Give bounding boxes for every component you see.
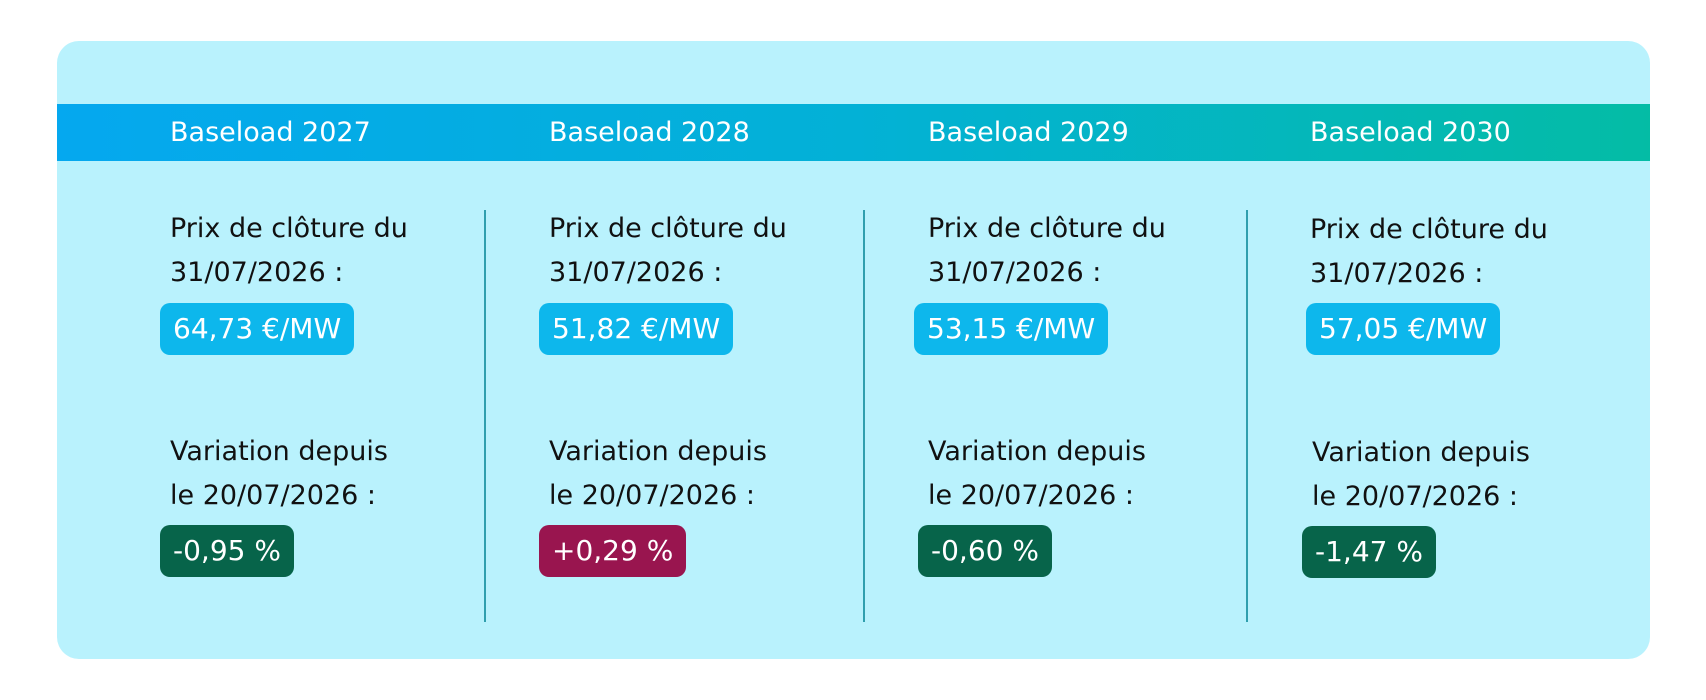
- price-label-line2: 31/07/2026 :: [170, 257, 344, 288]
- price-label-line2: 31/07/2026 :: [549, 257, 723, 288]
- header-band: Baseload 2027 Baseload 2028 Baseload 202…: [57, 104, 1650, 161]
- column-title-2027: Baseload 2027: [170, 117, 371, 148]
- column-divider: [484, 210, 486, 622]
- variation-label-line2: le 20/07/2026 :: [549, 480, 755, 511]
- variation-label-line2: le 20/07/2026 :: [1312, 481, 1518, 512]
- column-title-2029: Baseload 2029: [928, 117, 1129, 148]
- variation-label-line2: le 20/07/2026 :: [928, 480, 1134, 511]
- price-label-line1: Prix de clôture du: [549, 213, 787, 244]
- price-label-line1: Prix de clôture du: [928, 213, 1166, 244]
- column-divider: [1246, 210, 1248, 622]
- price-badge: 64,73 €/MW: [160, 303, 355, 355]
- variation-badge-negative: -0,95 %: [160, 525, 294, 577]
- price-label-line2: 31/07/2026 :: [1310, 258, 1484, 289]
- column-divider: [863, 210, 865, 622]
- variation-label-line1: Variation depuis: [170, 436, 388, 467]
- variation-badge-negative: -0,60 %: [918, 525, 1052, 577]
- price-label-line1: Prix de clôture du: [1310, 214, 1548, 245]
- price-badge: 57,05 €/MW: [1306, 303, 1501, 355]
- variation-badge-negative: -1,47 %: [1302, 526, 1436, 578]
- variation-label-line1: Variation depuis: [928, 436, 1146, 467]
- prices-card: Baseload 2027 Baseload 2028 Baseload 202…: [57, 41, 1650, 659]
- price-badge: 51,82 €/MW: [539, 303, 734, 355]
- price-label-line2: 31/07/2026 :: [928, 257, 1102, 288]
- variation-label-line1: Variation depuis: [549, 436, 767, 467]
- price-label-line1: Prix de clôture du: [170, 213, 408, 244]
- column-title-2030: Baseload 2030: [1310, 117, 1511, 148]
- variation-label-line1: Variation depuis: [1312, 437, 1530, 468]
- variation-badge-positive: +0,29 %: [539, 525, 687, 577]
- variation-label-line2: le 20/07/2026 :: [170, 480, 376, 511]
- price-badge: 53,15 €/MW: [914, 303, 1109, 355]
- column-title-2028: Baseload 2028: [549, 117, 750, 148]
